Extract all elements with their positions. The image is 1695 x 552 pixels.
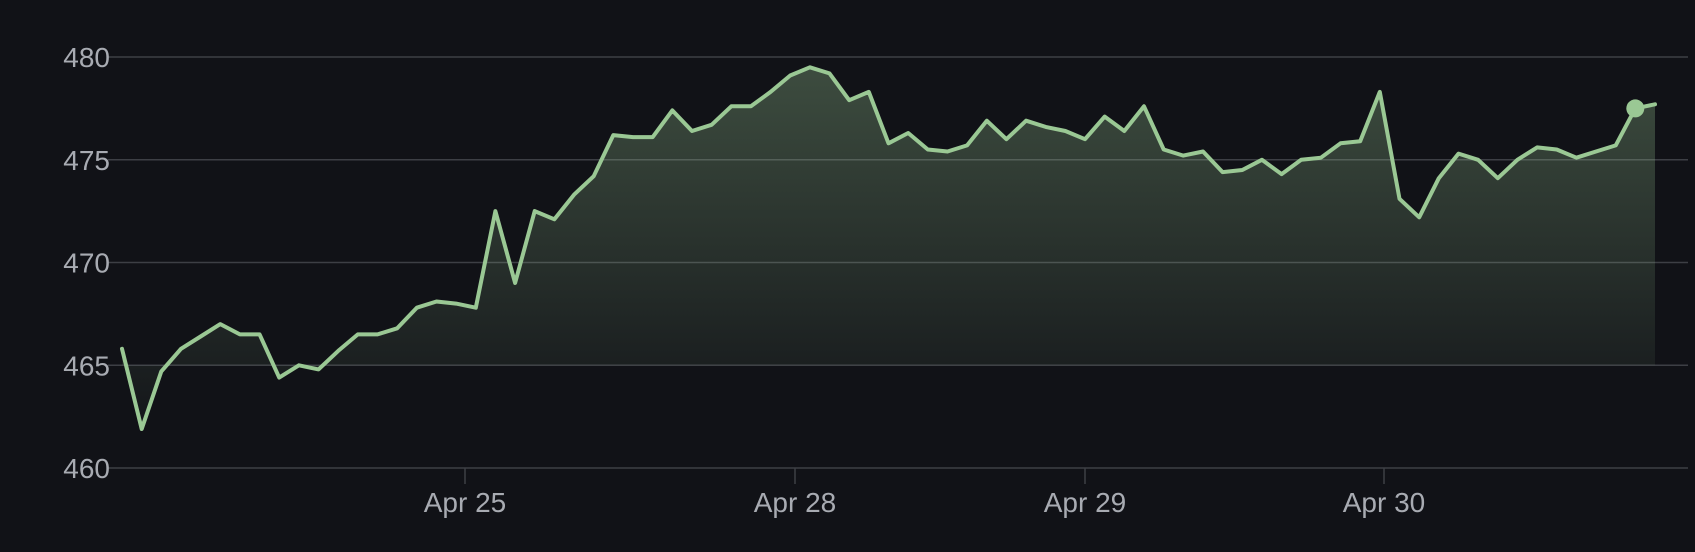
data-point	[375, 331, 381, 337]
y-tick-label: 480	[63, 42, 110, 73]
y-tick-label: 470	[63, 248, 110, 279]
data-point	[1259, 157, 1265, 163]
data-point	[984, 118, 990, 124]
data-point	[610, 132, 616, 138]
data-point	[217, 321, 223, 327]
x-tick-label: Apr 30	[1343, 487, 1426, 518]
data-point	[1180, 153, 1186, 159]
data-point	[1200, 149, 1206, 155]
data-point	[158, 368, 164, 374]
y-tick-label: 475	[63, 145, 110, 176]
data-point	[1514, 157, 1520, 163]
data-point	[886, 140, 892, 146]
data-point	[1220, 169, 1226, 175]
data-point	[905, 130, 911, 136]
data-point	[787, 73, 793, 79]
data-point	[1456, 151, 1462, 157]
data-point	[1475, 157, 1481, 163]
data-point	[1023, 118, 1029, 124]
data-point	[846, 97, 852, 103]
data-point	[1062, 128, 1068, 134]
data-point	[237, 331, 243, 337]
x-tick-label: Apr 28	[754, 487, 837, 518]
data-point	[748, 103, 754, 109]
data-point	[1495, 175, 1501, 181]
data-point	[492, 208, 498, 214]
data-point	[1613, 142, 1619, 148]
data-point	[1141, 103, 1147, 109]
data-point	[945, 149, 951, 155]
data-point	[1121, 128, 1127, 134]
data-point	[1298, 157, 1304, 163]
data-point	[1397, 196, 1403, 202]
data-point	[866, 89, 872, 95]
data-point	[1377, 89, 1383, 95]
data-point	[1003, 136, 1009, 142]
y-axis: 460 465 470 475 480	[63, 42, 110, 484]
data-point	[257, 331, 263, 337]
data-point	[1043, 124, 1049, 130]
data-point	[1436, 175, 1442, 181]
data-point	[807, 64, 813, 70]
area-layer	[122, 67, 1655, 430]
data-point	[473, 305, 479, 311]
x-tick-label: Apr 29	[1044, 487, 1127, 518]
data-point	[1652, 101, 1658, 107]
data-point	[827, 70, 833, 76]
data-point	[394, 325, 400, 331]
data-point	[1338, 140, 1344, 146]
data-point	[1318, 155, 1324, 161]
data-point	[1573, 155, 1579, 161]
data-point	[355, 331, 361, 337]
data-point	[316, 366, 322, 372]
data-point	[1161, 147, 1167, 153]
data-point	[669, 107, 675, 113]
data-point	[198, 334, 204, 340]
data-point	[276, 375, 282, 381]
data-point	[119, 346, 125, 352]
y-tick-label: 465	[63, 350, 110, 381]
x-tick-label: Apr 25	[424, 487, 507, 518]
data-point	[453, 301, 459, 307]
data-point	[335, 348, 341, 354]
data-point	[630, 134, 636, 140]
data-point	[1082, 136, 1088, 142]
data-point	[1102, 114, 1108, 120]
data-point	[1554, 147, 1560, 153]
data-point	[925, 147, 931, 153]
data-point	[728, 103, 734, 109]
current-value-marker[interactable]	[1626, 99, 1645, 118]
data-point	[551, 216, 557, 222]
data-point	[591, 173, 597, 179]
data-point	[532, 208, 538, 214]
data-point	[1534, 144, 1540, 150]
data-point	[139, 426, 145, 432]
data-point	[434, 299, 440, 305]
data-point	[512, 280, 518, 286]
data-point	[1239, 167, 1245, 173]
series-area	[122, 67, 1655, 430]
y-tick-label: 460	[63, 453, 110, 484]
line-layer	[119, 64, 1658, 432]
data-point	[178, 346, 184, 352]
series-line	[120, 65, 1657, 431]
data-point	[650, 134, 656, 140]
data-point	[1416, 214, 1422, 220]
data-point	[1593, 149, 1599, 155]
data-point	[709, 122, 715, 128]
data-point	[964, 142, 970, 148]
data-point	[1279, 171, 1285, 177]
data-point	[768, 89, 774, 95]
data-point	[296, 362, 302, 368]
data-point	[1357, 138, 1363, 144]
data-point	[571, 192, 577, 198]
data-point	[689, 128, 695, 134]
data-point	[414, 305, 420, 311]
x-axis: Apr 25 Apr 28 Apr 29 Apr 30	[424, 468, 1426, 518]
